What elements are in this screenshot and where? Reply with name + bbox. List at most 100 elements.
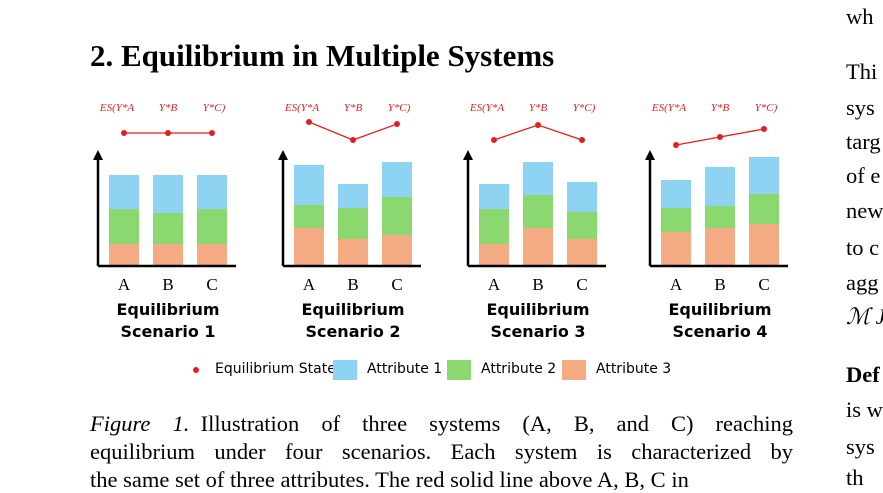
equilibrium-point	[394, 121, 400, 127]
column-text: ℳ J	[846, 304, 883, 329]
bar-segment	[382, 162, 412, 197]
caption-text: the same set of three attributes. The re…	[90, 467, 689, 492]
bar-segment	[197, 175, 227, 209]
x-tick-label: C	[576, 275, 587, 294]
bar-segment	[661, 232, 691, 266]
bar-segment	[382, 197, 412, 235]
caption-text: Illustration of three systems (A, B, and…	[200, 411, 794, 436]
caption-label: Figure 1.	[90, 411, 190, 436]
x-tick-label: A	[303, 275, 316, 294]
caption-line: equilibrium under four scenarios. Each s…	[90, 439, 793, 465]
equilibrium-point	[717, 134, 723, 140]
bar-segment	[338, 208, 368, 239]
equilibrium-point	[209, 130, 215, 136]
x-tick-label: B	[532, 275, 543, 294]
equilibrium-point	[306, 119, 312, 125]
x-tick-label: A	[670, 275, 683, 294]
bar-segment	[705, 167, 735, 206]
legend-label: Equilibrium State	[215, 361, 336, 377]
bar-segment	[479, 184, 509, 209]
column-text: Thi	[846, 59, 878, 84]
x-tick-label: C	[391, 275, 402, 294]
bar-segment	[294, 205, 324, 228]
equilibrium-point	[121, 130, 127, 136]
chart: ES(Y*A Y*B Y*C) A B C	[645, 102, 788, 294]
column-text: agg	[846, 270, 879, 295]
column-text: th	[846, 465, 864, 490]
bar-segment	[109, 244, 139, 266]
bar-segment	[523, 228, 553, 266]
legend-swatch	[333, 360, 357, 380]
x-tick-label: B	[714, 275, 725, 294]
page: 2. Equilibrium in Multiple Systems Equil…	[90, 4, 883, 492]
equilibrium-point	[491, 137, 497, 143]
equilibrium-point	[535, 122, 541, 128]
y-arrow	[93, 150, 103, 160]
bar-segment	[338, 239, 368, 266]
x-tick-label: C	[758, 275, 769, 294]
bar-segment	[523, 162, 553, 195]
bar-segment	[197, 209, 227, 244]
column-text: is w	[846, 397, 883, 422]
annotation: Y*C)	[755, 102, 778, 114]
equilibrium-point	[165, 130, 171, 136]
bar-segment	[749, 157, 779, 194]
chart: ES(Y*A Y*B Y*C) A B C	[93, 102, 236, 294]
annotation: Y*C)	[573, 102, 596, 114]
bar-segment	[153, 244, 183, 266]
annotation: ES(Y*A	[469, 102, 505, 114]
caption-text: equilibrium under four scenarios. Each s…	[90, 439, 793, 464]
column-text: sys	[846, 95, 875, 120]
annotation: Y*C)	[388, 102, 411, 114]
bar-segment	[109, 175, 139, 209]
column-text: new	[846, 198, 883, 223]
legend-swatch	[562, 360, 586, 380]
annotation: ES(Y*A	[651, 102, 687, 114]
bar-segment	[567, 182, 597, 212]
caption-line: Figure 1. Illustration of three systems …	[90, 411, 793, 437]
annotation: ES(Y*A	[99, 102, 135, 114]
bar-segment	[705, 206, 735, 228]
column-text: to c	[846, 235, 880, 260]
bar-segment	[294, 165, 324, 205]
annotation: Y*B	[711, 102, 730, 114]
section-title: 2. Equilibrium in Multiple Systems	[90, 38, 555, 73]
annotation: Y*B	[159, 102, 178, 114]
annotation: Y*B	[344, 102, 363, 114]
y-arrow	[463, 150, 473, 160]
y-arrow	[645, 150, 655, 160]
bar-segment	[567, 239, 597, 266]
column-text: targ	[846, 129, 881, 154]
bar-segment	[197, 244, 227, 266]
equilibrium-point	[350, 137, 356, 143]
bar-segment	[294, 228, 324, 266]
column-text: sys	[846, 434, 875, 459]
bar-segment	[109, 209, 139, 244]
bar-segment	[661, 208, 691, 232]
bar-segment	[382, 235, 412, 266]
bar-segment	[567, 212, 597, 239]
x-tick-label: A	[488, 275, 501, 294]
legend-label: Attribute 3	[596, 361, 672, 377]
equilibrium-point	[761, 126, 767, 132]
y-arrow	[278, 150, 288, 160]
bar-segment	[479, 209, 509, 244]
bar-segment	[153, 175, 183, 213]
equilibrium-point	[673, 142, 679, 148]
chart-title: Equilibrium Scenario 4	[668, 300, 772, 341]
x-tick-label: A	[118, 275, 131, 294]
column-text: wh	[846, 4, 874, 29]
bar-segment	[661, 180, 691, 208]
x-tick-label: B	[162, 275, 173, 294]
equilibrium-point	[579, 137, 585, 143]
annotation: Y*B	[529, 102, 548, 114]
column-text: of e	[846, 163, 881, 188]
legend-swatch	[447, 360, 471, 380]
x-tick-label: B	[347, 275, 358, 294]
chart-title: Equilibrium Scenario 1	[116, 300, 220, 341]
annotation: ES(Y*A	[284, 102, 320, 114]
bar-segment	[523, 195, 553, 228]
bar-segment	[749, 224, 779, 266]
bar-segment	[338, 184, 368, 208]
column-text: Def	[846, 362, 880, 387]
